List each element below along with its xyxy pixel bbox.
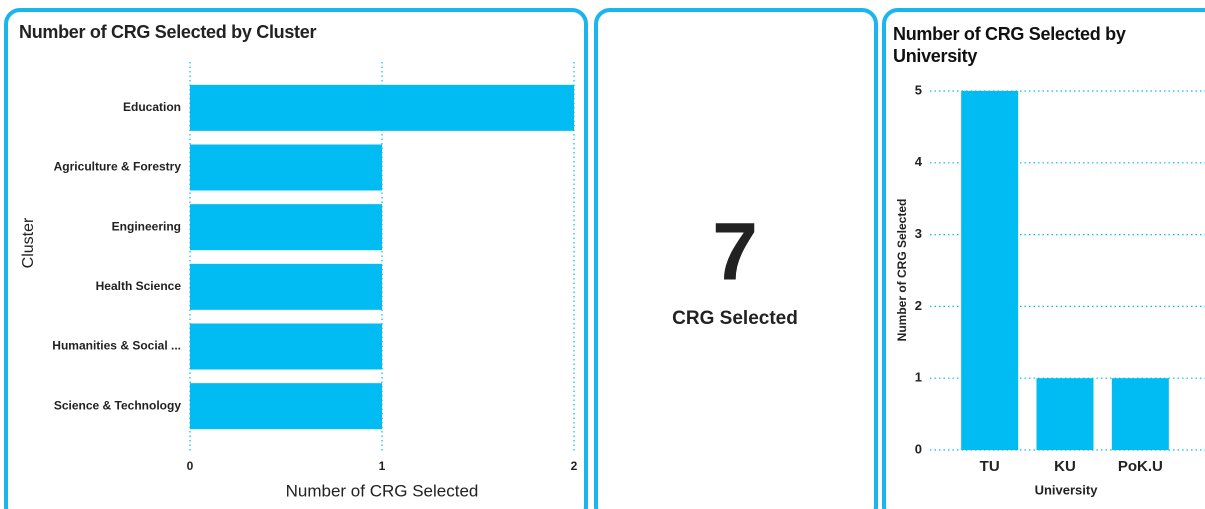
y-axis-title: Cluster [20,217,37,268]
x-tick-label: TU [980,458,1000,475]
x-tick-label: 0 [187,459,194,473]
y-tick-label: Agriculture & Forestry [54,160,182,174]
x-tick-label: 1 [379,459,386,473]
bar [190,144,382,191]
x-tick-label: PoK.U [1118,458,1163,475]
y-tick-label: 5 [915,82,922,97]
bar [1111,378,1169,450]
y-tick-label: 4 [915,154,923,169]
bar [190,204,382,251]
bar [190,263,382,310]
bar [1036,378,1094,450]
bar [190,383,382,430]
y-tick-label: Engineering [112,219,181,233]
bar [961,91,1019,450]
chart-title: Number of CRG Selected by Cluster [19,22,316,42]
card-label: CRG Selected [672,308,798,329]
chart-title: Number of CRG Selected by University [893,24,1126,66]
panel [4,8,588,509]
y-tick-label: 0 [915,441,922,456]
y-tick-label: 3 [915,226,922,241]
y-axis-title: Number of CRG Selected [895,199,909,342]
y-tick-label: Education [123,100,181,114]
y-tick-label: 1 [915,370,922,385]
y-tick-label: Health Science [96,279,182,293]
x-tick-label: KU [1054,458,1076,475]
bar [190,323,382,370]
x-tick-label: 2 [571,459,578,473]
card-value: 7 [712,207,758,298]
bar [190,84,574,131]
y-tick-label: Science & Technology [54,398,181,412]
x-axis-title: Number of CRG Selected [286,481,479,500]
x-axis-title: University [1035,482,1099,497]
panel [594,8,878,509]
y-tick-label: Humanities & Social ... [52,339,181,353]
y-tick-label: 2 [915,298,922,313]
